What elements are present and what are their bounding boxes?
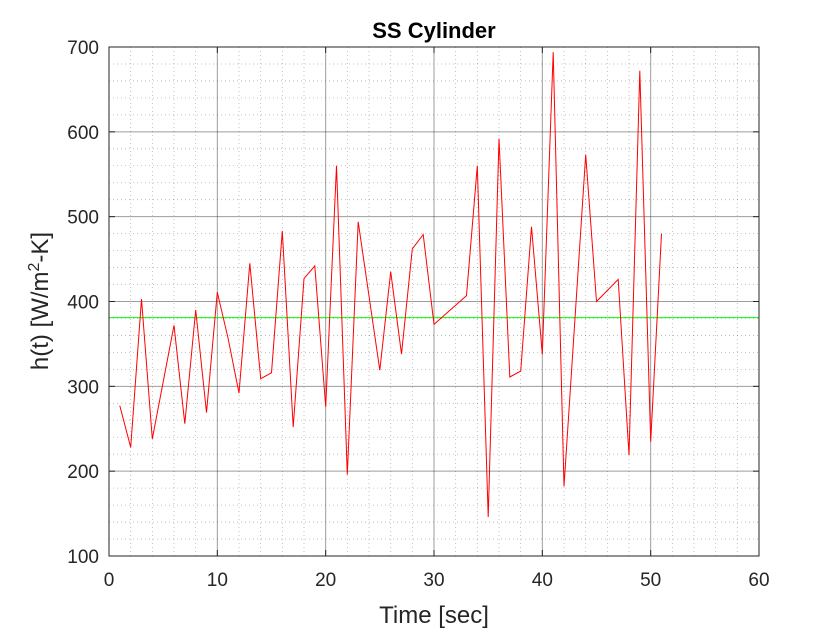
- data-point: [509, 377, 510, 378]
- data-point: [650, 441, 651, 442]
- y-tick-label: 400: [67, 293, 99, 314]
- y-tick-label: 600: [67, 123, 99, 144]
- data-point: [379, 370, 380, 371]
- data-point: [639, 70, 640, 71]
- data-point: [228, 338, 229, 339]
- data-point: [249, 263, 250, 264]
- x-tick-label: 60: [748, 570, 769, 591]
- data-point: [304, 278, 305, 279]
- data-point: [434, 324, 435, 325]
- data-point: [618, 279, 619, 280]
- data-point: [401, 354, 402, 355]
- data-point: [141, 298, 142, 299]
- data-point: [477, 165, 478, 166]
- x-tick-label: 30: [423, 570, 444, 591]
- x-tick-label: 50: [640, 570, 661, 591]
- y-axis-label-suffix: -K]: [27, 232, 54, 263]
- y-tick-label: 200: [67, 462, 99, 483]
- data-point: [542, 354, 543, 355]
- data-point: [564, 486, 565, 487]
- data-point: [553, 52, 554, 53]
- data-point: [661, 233, 662, 234]
- data-point: [130, 447, 131, 448]
- x-axis-label: Time [sec]: [379, 602, 489, 629]
- x-tick-label: 10: [207, 570, 228, 591]
- data-point: [358, 221, 359, 222]
- y-tick-label: 500: [67, 208, 99, 229]
- y-tick-label: 100: [67, 547, 99, 568]
- x-tick-label: 20: [315, 570, 336, 591]
- data-point: [585, 154, 586, 155]
- data-point: [520, 371, 521, 372]
- data-point: [325, 406, 326, 407]
- minor-grid: [109, 47, 759, 556]
- data-point: [239, 393, 240, 394]
- data-point: [412, 248, 413, 249]
- data-point: [260, 378, 261, 379]
- data-point: [531, 226, 532, 227]
- x-tick-label: 40: [532, 570, 553, 591]
- data-point: [282, 231, 283, 232]
- y-tick-label: 300: [67, 377, 99, 398]
- data-point: [629, 455, 630, 456]
- y-axis-label: h(t) [W/m2-K]: [26, 232, 54, 370]
- y-tick-label: 700: [67, 38, 99, 59]
- data-point: [336, 165, 337, 166]
- data-point: [206, 412, 207, 413]
- data-point: [466, 295, 467, 296]
- data-point: [293, 427, 294, 428]
- data-point: [499, 138, 500, 139]
- data-point: [347, 474, 348, 475]
- y-axis-ticks: 100 200 300 400 500 600 700: [67, 38, 759, 568]
- data-point: [423, 234, 424, 235]
- data-point: [174, 325, 175, 326]
- data-point: [488, 516, 489, 517]
- data-point: [152, 438, 153, 439]
- chart-title: SS Cylinder: [372, 18, 496, 43]
- x-axis-ticks: 0 10 20 30 40 50 60: [104, 47, 770, 591]
- data-point: [314, 265, 315, 266]
- data-point: [217, 292, 218, 293]
- data-point: [596, 301, 597, 302]
- data-point: [195, 309, 196, 310]
- data-series-line: [119, 52, 662, 518]
- x-tick-label: 0: [104, 570, 115, 591]
- series-layer: [119, 52, 662, 518]
- data-point: [390, 271, 391, 272]
- y-axis-label-superscript: 2: [26, 262, 43, 271]
- data-point: [271, 372, 272, 373]
- data-point: [119, 405, 120, 406]
- y-axis-label-prefix: h(t) [W/m: [27, 271, 54, 370]
- data-point: [184, 423, 185, 424]
- plot-area: [109, 47, 759, 556]
